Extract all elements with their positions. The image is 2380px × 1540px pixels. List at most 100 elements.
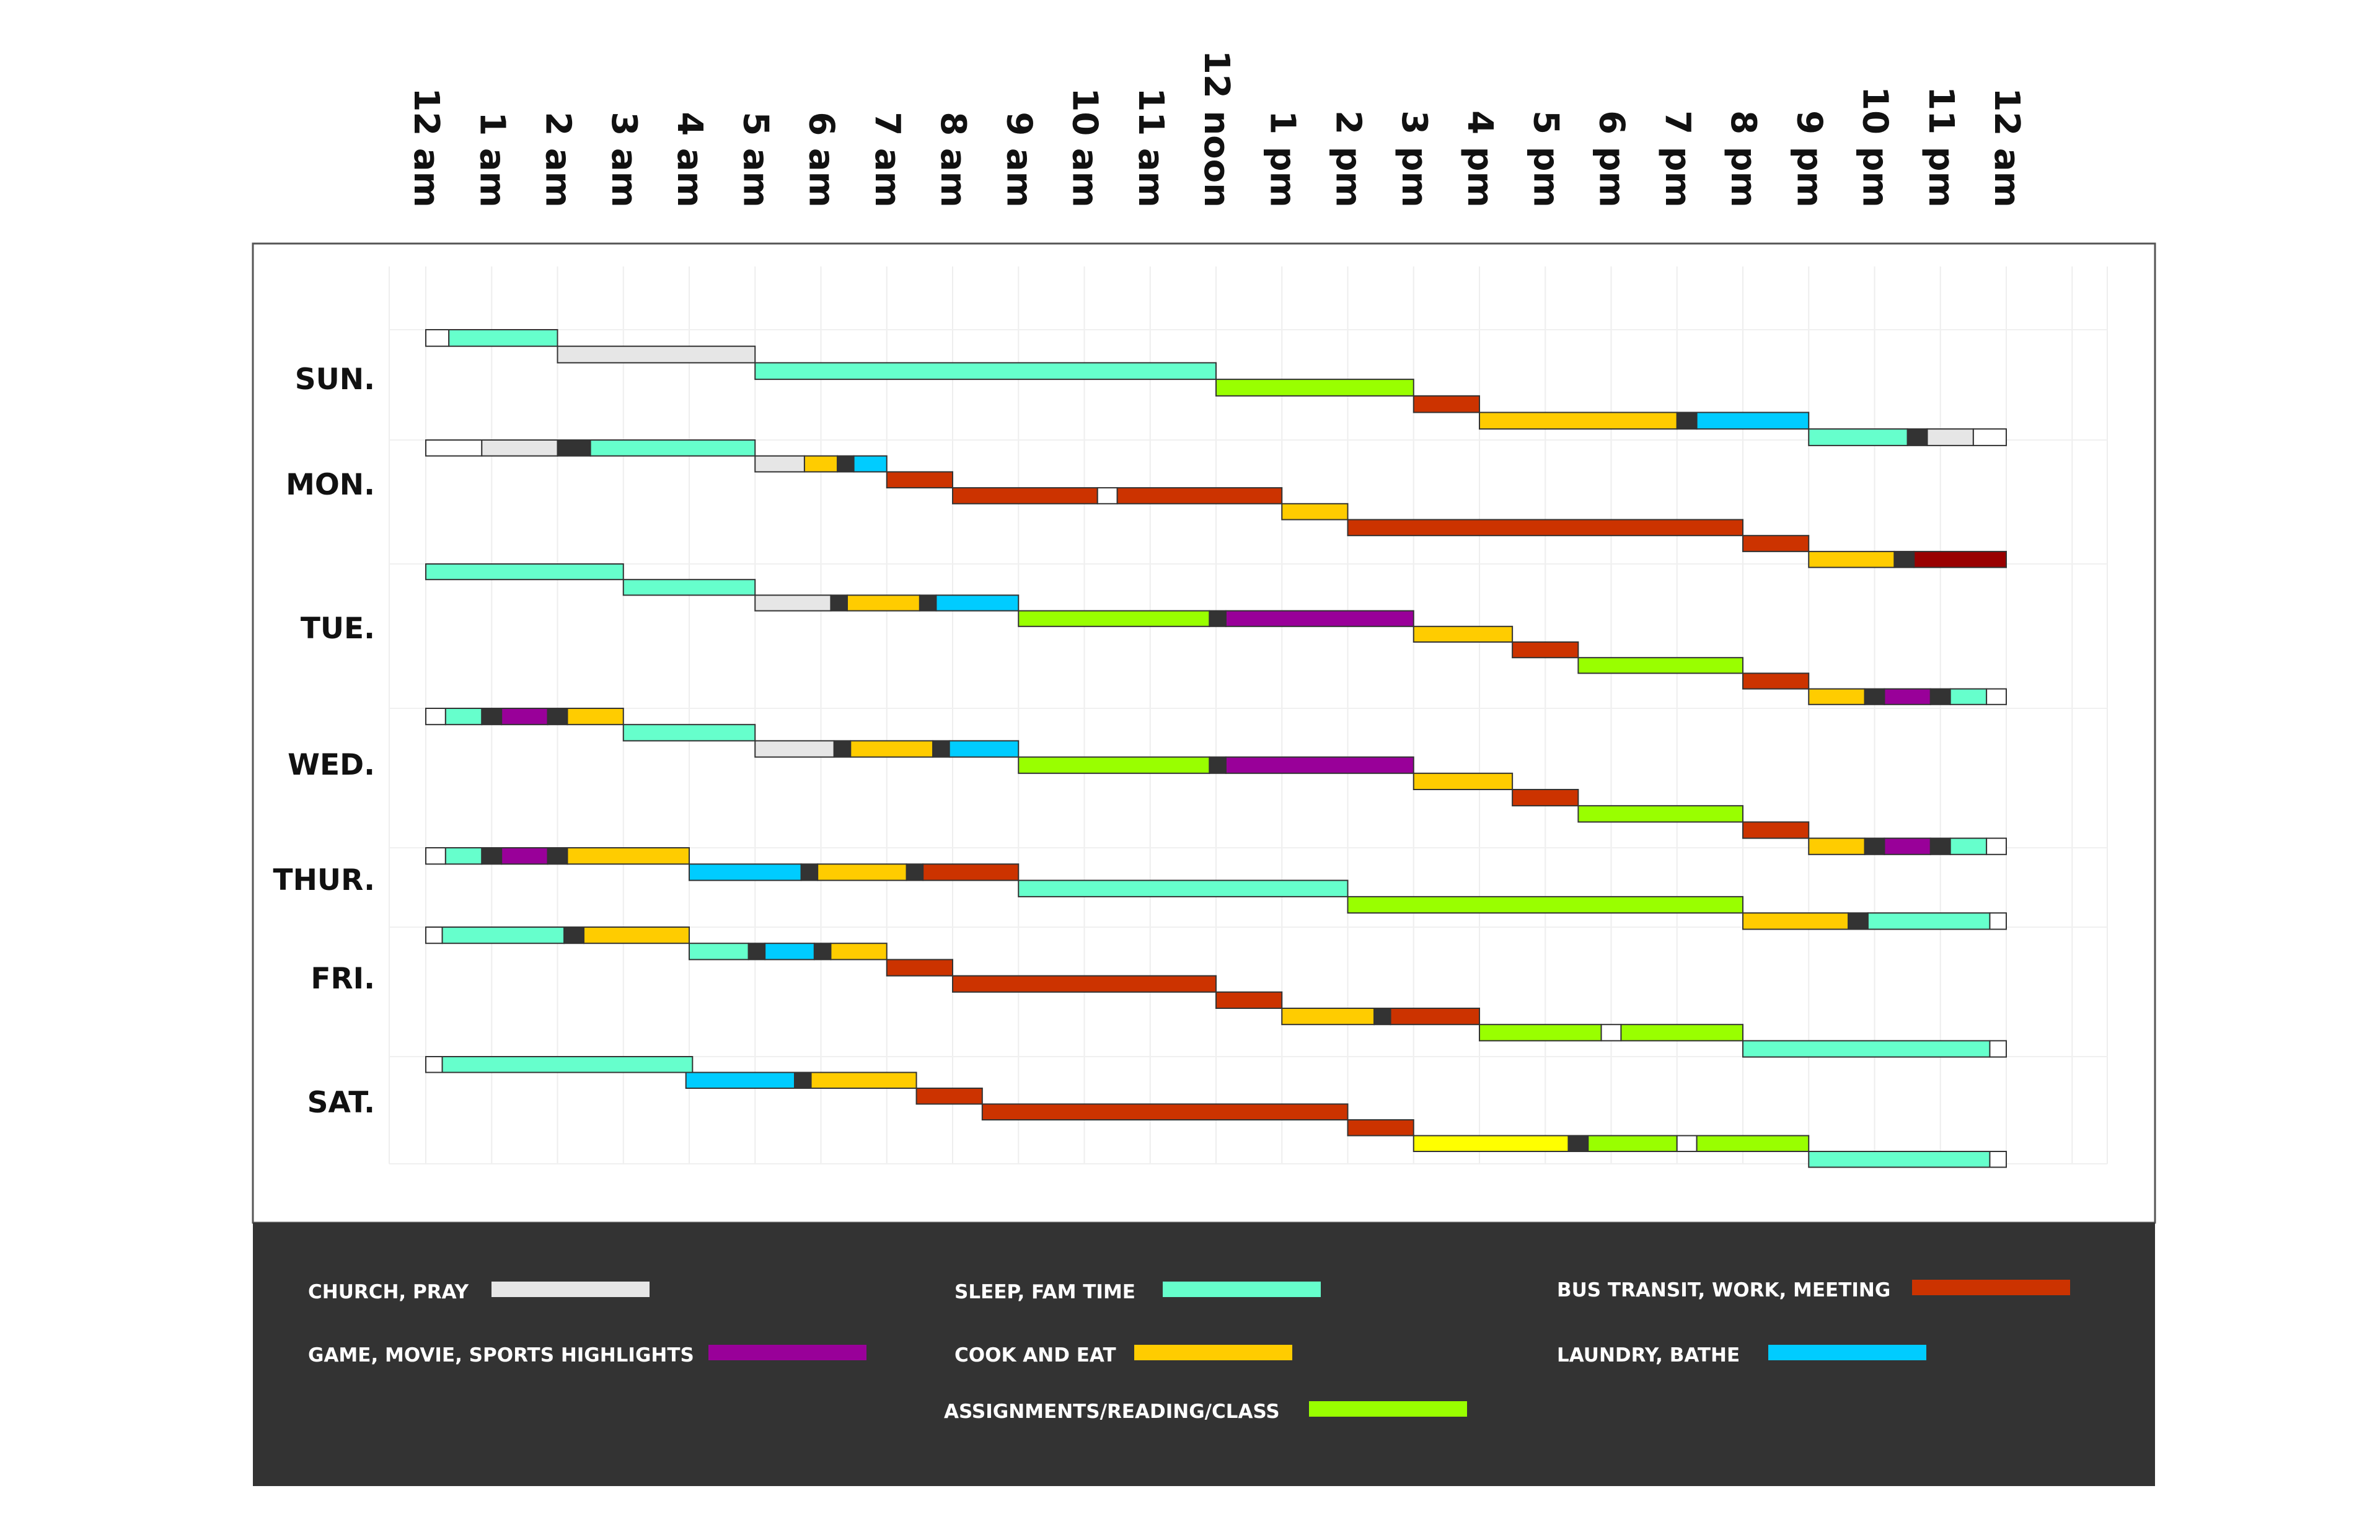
legend: CHURCH, PRAY SLEEP, FAM TIME BUS TRANSIT, … [308,1279,2070,1423]
schedule-bar [1808,428,1908,446]
hour-label: 5 pm [1525,110,1566,208]
schedule-bar [566,847,690,865]
schedule-bar [1215,991,1283,1010]
schedule-bar [1116,487,1283,504]
schedule-bar [425,563,624,581]
schedule-bar [794,1071,812,1089]
schedule-bar [1808,550,1895,568]
schedule-bar [1696,1135,1810,1152]
schedule-bars [425,329,2007,1168]
legend-swatch [1163,1282,1321,1297]
schedule-bar [589,439,756,457]
schedule-bar [906,863,924,881]
schedule-bar [747,943,766,961]
schedule-bar [557,439,591,457]
schedule-bar [837,455,855,473]
schedule-bar [1676,1135,1698,1152]
schedule-bar [481,847,503,865]
schedule-bar [813,943,832,961]
schedule-bar [1577,805,1743,823]
schedule-bar [622,579,756,596]
schedule-bar [853,455,888,473]
schedule-bar [441,926,565,944]
schedule-bar [981,1103,1349,1120]
schedule-bar [932,740,950,758]
schedule-bar [1512,641,1579,659]
schedule-bar [764,943,815,961]
hour-label: 12 am [1986,87,2027,208]
hour-label: 3 am [604,112,644,208]
schedule-bar [1808,688,1866,705]
legend-label: GAME, MOVIE, SPORTS HIGHLIGHTS [308,1344,694,1366]
schedule-bar [622,724,756,742]
schedule-bar [583,926,690,944]
schedule-bar [425,329,450,347]
schedule-bar [830,943,888,961]
schedule-bar [425,708,446,726]
schedule-bar [1479,411,1678,430]
schedule-bar [922,863,1020,881]
legend-swatch [1309,1401,1467,1417]
day-label: SAT. [307,1086,375,1120]
legend-swatch [1768,1345,1926,1360]
hour-label: 7 am [867,112,907,208]
schedule-bar [1225,610,1414,627]
schedule-bar [1893,550,1915,568]
schedule-bar [1209,610,1227,627]
schedule-bar [557,345,756,364]
schedule-bar [1742,912,1849,930]
schedule-bar [1808,837,1866,855]
schedule-bar [830,594,848,612]
schedule-bar [1742,672,1810,690]
legend-label: SLEEP, FAM TIME [954,1281,1135,1303]
hour-label: 5 am [735,112,775,208]
schedule-bar [444,708,483,726]
schedule-bar [850,740,934,758]
day-labels: SUN. MON. TUE. WED. THUR. FRI. SAT. [273,363,375,1120]
day-label: TUE. [301,612,375,646]
schedule-bar [1390,1008,1480,1026]
schedule-bar [803,455,839,473]
schedule-bar [501,847,549,865]
schedule-bar [444,847,483,865]
schedule-bar [1949,688,1988,705]
schedule-bar [1018,879,1349,897]
schedule-bar [1808,1151,1991,1168]
grid-lines [389,266,2108,1164]
hour-label: 4 am [669,112,710,208]
schedule-bar [1926,428,1974,446]
schedule-bar [1413,772,1514,791]
schedule-bar [1949,837,1988,855]
schedule-bar [1742,821,1810,839]
schedule-bar [1096,487,1118,504]
schedule-bar [1884,837,1931,855]
schedule-bar [1577,657,1743,674]
hour-label: 12 noon [1196,50,1236,208]
legend-label: LAUNDRY, BATHE [1557,1344,1740,1366]
schedule-bar [1972,428,2007,446]
hour-label: 9 pm [1789,110,1829,208]
schedule-bar [1567,1135,1589,1152]
schedule-bar [481,708,503,726]
schedule-bar [817,863,907,881]
hour-label: 8 am [933,112,973,208]
schedule-bar [1696,411,1810,430]
schedule-bar [1986,688,2007,705]
schedule-bar [919,594,937,612]
schedule-bar [886,959,953,977]
hour-label: 9 am [998,112,1039,208]
hour-label: 1 pm [1262,110,1302,208]
schedule-bar [1413,1135,1569,1152]
hour-label: 6 am [801,112,842,208]
hour-label: 7 pm [1657,110,1698,208]
schedule-bar [1913,550,2007,568]
schedule-bar [441,1056,694,1073]
schedule-bar [915,1088,983,1105]
schedule-bar [1215,379,1414,397]
schedule-bar [1347,895,1743,914]
schedule-bar [952,975,1217,993]
schedule-bar [689,863,802,881]
day-label: THUR. [273,863,375,897]
legend-swatch [1134,1345,1292,1360]
schedule-bar [1848,912,1869,930]
